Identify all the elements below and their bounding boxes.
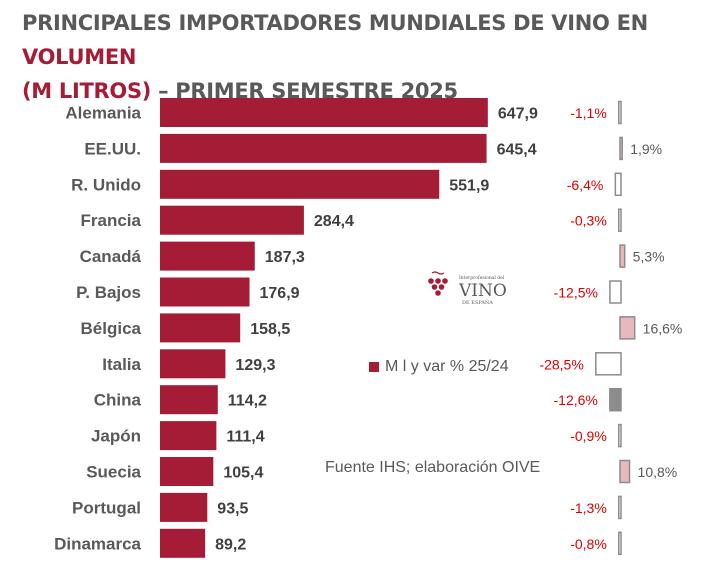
category-label-canad: Canadá [80,247,142,266]
var-bar-alemania [618,100,622,125]
category-label-francia: Francia [81,211,142,230]
value-label-alemania: 647,9 [498,106,538,123]
title-highlight-volumen: VOLUMEN [22,45,137,69]
var-bar-jap-n [618,423,622,448]
source-note: Fuente IHS; elaboración OIVE [325,459,541,476]
bar-jap-n [160,421,217,451]
var-label-suecia: 10,8% [638,464,678,480]
var-bar-francia [618,208,622,232]
value-label-suecia: 105,4 [223,465,263,482]
var-bar-canad [619,244,626,268]
var-label-b-lgica: 16,6% [643,320,683,336]
var-label-p-bajos: -12,5% [554,285,598,301]
var-label-canad: 5,3% [633,249,665,265]
category-label-china: China [94,391,142,410]
bar-italia [160,349,226,379]
var-label-r-unido: -6,4% [567,177,604,193]
value-label-r-unido: 551,9 [449,177,489,194]
value-label-italia: 129,3 [235,357,275,374]
bar-canad [160,241,255,271]
bar-dinamarca [160,528,206,558]
var-label-china: -12,6% [554,392,598,408]
var-label-alemania: -1,1% [570,105,607,121]
value-label-francia: 284,4 [314,213,354,230]
bar-r-unido [160,169,440,199]
logo-sub-text: DE ESPAÑA [462,298,493,306]
value-label-jap-n: 111,4 [226,429,264,446]
var-bar-italia [595,352,622,376]
var-bar-ee-uu [619,136,623,161]
value-label-b-lgica: 158,5 [250,321,290,338]
var-bar-portugal [618,495,622,520]
bar-p-bajos [160,277,250,307]
value-label-canad: 187,3 [265,249,305,266]
var-bar-r-unido [614,172,622,197]
category-label-b-lgica: Bélgica [81,319,142,338]
var-label-ee-uu: 1,9% [630,141,662,157]
oive-logo: Interprofesional del VINO DE ESPAÑA [428,271,507,306]
value-label-ee-uu: 645,4 [497,141,537,158]
value-label-dinamarca: 89,2 [215,536,246,553]
var-bar-dinamarca [618,531,622,556]
legend: M l y var % 25/24 [369,358,509,376]
var-label-dinamarca: -0,8% [570,536,607,552]
grape-icon [428,271,448,296]
bar-b-lgica [160,313,241,343]
category-label-r-unido: R. Unido [71,175,141,194]
var-label-jap-n: -0,9% [570,428,607,444]
legend-label: M l y var % 25/24 [385,358,509,375]
category-label-portugal: Portugal [72,498,141,517]
legend-swatch [369,362,379,372]
bar-suecia [160,457,214,486]
bar-ee-uu [160,133,487,163]
var-label-italia: -28,5% [539,356,583,372]
var-bar-suecia [619,459,631,484]
category-label-ee-uu: EE.UU. [84,139,141,158]
var-label-portugal: -1,3% [570,500,607,516]
var-bar-b-lgica [619,316,636,340]
category-label-italia: Italia [102,355,141,374]
category-label-suecia: Suecia [86,463,141,482]
value-label-portugal: 93,5 [217,500,248,517]
title-highlight-mlitros: (M LITROS) [22,79,152,103]
bar-portugal [160,492,208,522]
logo-main-text: VINO [458,281,507,301]
bar-francia [160,205,304,235]
bar-alemania [160,98,488,127]
category-label-dinamarca: Dinamarca [54,534,141,553]
value-label-china: 114,2 [228,393,267,410]
bar-china [160,385,218,415]
var-bar-p-bajos [609,280,622,304]
category-label-jap-n: Japón [91,427,141,446]
var-bar-china [609,387,622,412]
logo-top-text: Interprofesional del [459,275,505,281]
title-part1: PRINCIPALES IMPORTADORES MUNDIALES DE VI… [22,11,648,35]
category-label-p-bajos: P. Bajos [76,283,141,302]
var-label-francia: -0,3% [570,213,607,229]
category-label-alemania: Alemania [65,104,141,123]
value-label-p-bajos: 176,9 [260,285,300,302]
